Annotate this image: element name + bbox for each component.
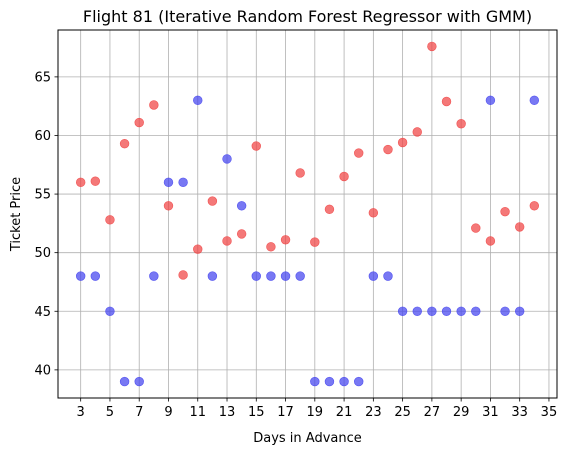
data-point	[163, 177, 174, 188]
data-point	[324, 204, 335, 215]
x-tick-label: 9	[164, 405, 172, 420]
data-point	[105, 215, 115, 225]
data-point	[514, 306, 525, 316]
data-point	[397, 306, 408, 316]
data-point	[134, 117, 144, 128]
y-tick-label: 45	[34, 305, 51, 320]
chart-title: Flight 81 (Iterative Random Forest Regre…	[83, 7, 532, 26]
data-point	[280, 271, 291, 281]
data-point	[207, 196, 218, 206]
data-point	[441, 306, 452, 316]
x-axis-ticks: 3 5 7 9 11 13 15 17 19 21 23 25 27 29 31 33 35	[77, 398, 558, 420]
y-tick-label: 50	[34, 246, 51, 261]
x-tick-label: 7	[135, 405, 143, 420]
data-points	[75, 41, 540, 387]
data-point	[149, 100, 159, 110]
y-tick-label: 40	[34, 363, 51, 378]
data-point	[310, 376, 320, 387]
data-point	[178, 177, 188, 188]
y-axis-label: Ticket Price	[9, 177, 24, 252]
data-point	[75, 271, 86, 281]
data-point	[339, 376, 349, 387]
data-point	[119, 376, 130, 387]
data-point	[368, 208, 379, 218]
data-point	[441, 96, 452, 107]
data-point	[163, 201, 174, 211]
data-point	[427, 306, 437, 316]
x-tick-label: 33	[511, 405, 528, 420]
y-tick-label: 55	[34, 188, 51, 203]
data-point	[90, 271, 101, 281]
data-point	[354, 148, 364, 158]
data-point	[222, 154, 232, 164]
data-point	[485, 236, 496, 246]
data-point	[251, 141, 261, 151]
y-axis-ticks: 40 45 50 55 60 65	[34, 70, 58, 378]
data-point	[266, 271, 276, 281]
data-point	[471, 223, 481, 233]
data-point	[485, 95, 496, 106]
data-point	[368, 271, 379, 281]
data-point	[339, 171, 349, 182]
data-point	[75, 177, 86, 188]
data-point	[529, 201, 540, 211]
x-tick-label: 35	[541, 405, 558, 420]
data-point	[324, 376, 335, 387]
data-point	[383, 144, 393, 155]
data-point	[310, 237, 320, 247]
x-tick-label: 5	[106, 405, 114, 420]
data-point	[500, 206, 510, 217]
data-point	[193, 95, 203, 106]
data-point	[119, 138, 130, 149]
data-point	[222, 236, 232, 246]
x-tick-label: 11	[189, 405, 206, 420]
x-tick-label: 15	[248, 405, 265, 420]
x-tick-label: 27	[424, 405, 441, 420]
data-point	[266, 242, 276, 252]
x-tick-label: 19	[307, 405, 324, 420]
data-point	[207, 271, 218, 281]
x-tick-label: 3	[77, 405, 85, 420]
x-tick-label: 17	[277, 405, 294, 420]
data-point	[354, 376, 364, 387]
data-point	[412, 127, 422, 137]
x-tick-label: 23	[365, 405, 382, 420]
data-point	[134, 376, 144, 387]
x-axis-label: Days in Advance	[253, 431, 362, 446]
x-tick-label: 25	[394, 405, 411, 420]
data-point	[236, 201, 247, 211]
data-point	[529, 95, 540, 106]
x-tick-label: 21	[336, 405, 353, 420]
data-point	[500, 306, 510, 316]
data-point	[456, 306, 466, 316]
data-point	[236, 229, 247, 239]
data-point	[397, 137, 408, 148]
x-tick-label: 31	[482, 405, 499, 420]
x-tick-label: 29	[453, 405, 470, 420]
data-point	[427, 41, 437, 52]
data-point	[383, 271, 393, 281]
data-point	[295, 271, 305, 281]
data-point	[193, 244, 203, 254]
data-point	[149, 271, 159, 281]
data-point	[456, 119, 466, 129]
data-point	[90, 176, 101, 186]
data-point	[295, 168, 305, 178]
data-point	[471, 306, 481, 316]
data-point	[412, 306, 422, 316]
x-tick-label: 13	[219, 405, 236, 420]
data-point	[280, 235, 291, 245]
data-point	[514, 222, 525, 232]
plot-frame	[57, 29, 558, 399]
y-tick-label: 60	[34, 129, 51, 144]
data-point	[178, 270, 188, 280]
data-point	[105, 306, 115, 316]
data-point	[251, 271, 261, 281]
y-tick-label: 65	[34, 70, 51, 85]
